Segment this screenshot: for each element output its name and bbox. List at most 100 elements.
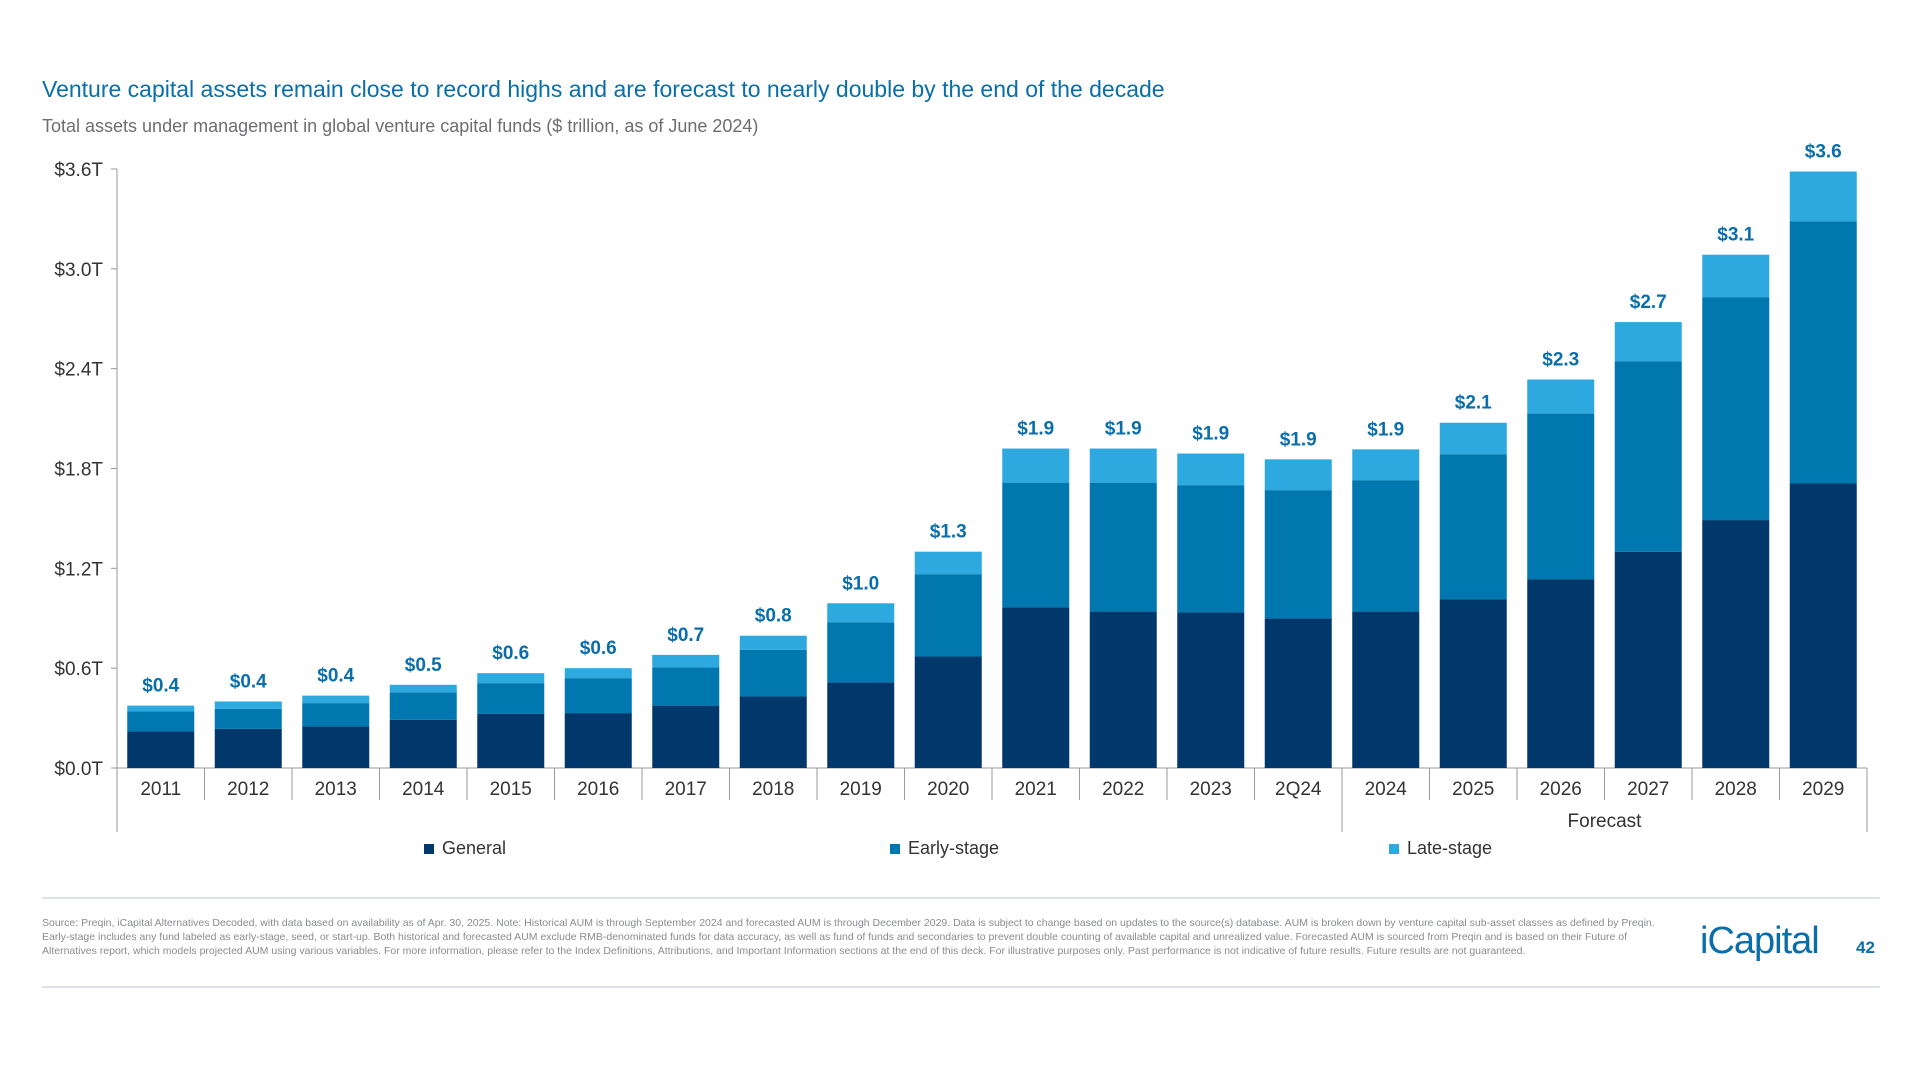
bar-segment-general-2025 [1439,599,1507,768]
bar-segment-general-2029 [1789,483,1857,768]
bar-segment-late-stage-2018 [739,635,807,650]
y-tick-label: $2.4T [54,360,103,381]
bar-segment-early-stage-2020 [914,574,982,657]
data-label-2025: $2.1 [1455,393,1492,414]
bar-segment-early-stage-2023 [1177,485,1245,613]
data-label-2027: $2.7 [1630,292,1667,313]
x-tick-label-2Q24: 2Q24 [1275,779,1322,800]
legend-item-late-stage: Late-stage [1389,838,1492,859]
x-tick-label-2018: 2018 [752,779,794,800]
bar-segment-general-2015 [477,713,545,768]
bar-segment-early-stage-2017 [652,667,720,706]
bar-segment-general-2012 [214,728,282,768]
bar-segment-general-2027 [1614,551,1682,768]
bar-segment-late-stage-2Q24 [1264,459,1332,491]
bar-segment-late-stage-2013 [302,695,370,704]
x-tick-label-2014: 2014 [402,779,445,800]
data-label-2026: $2.3 [1542,349,1579,370]
bar-segment-late-stage-2025 [1439,422,1507,455]
icapital-logo: iCapital [1700,920,1820,962]
bar-segment-late-stage-2026 [1527,379,1595,414]
x-tick-label-2015: 2015 [490,779,532,800]
bar-segment-late-stage-2028 [1702,254,1770,298]
bar-segment-late-stage-2015 [477,673,545,684]
bar-segment-early-stage-2026 [1527,413,1595,580]
bar-segment-early-stage-2011 [127,711,195,732]
bar-segment-early-stage-2024 [1352,480,1420,612]
footer-divider-bottom [42,986,1880,988]
bar-segment-late-stage-2016 [564,668,632,679]
legend-swatch-early-stage [890,843,900,854]
bar-segment-general-2028 [1702,520,1770,768]
bar-segment-general-2016 [564,713,632,768]
y-tick-label: $0.6T [54,659,103,680]
footer-divider-top [42,897,1880,899]
bar-segment-general-2023 [1177,612,1245,768]
bar-segment-early-stage-2Q24 [1264,490,1332,619]
bar-segment-late-stage-2012 [214,701,282,709]
bar-segment-early-stage-2016 [564,678,632,714]
bar-segment-general-2022 [1089,611,1157,768]
data-label-2015: $0.6 [492,643,529,664]
bar-segment-general-2019 [827,682,895,768]
data-label-2016: $0.6 [580,638,617,659]
x-tick-label-2013: 2013 [315,779,357,800]
stacked-bar-chart: $0.0T $0.6T $1.2T $1.8T $2.4T $3.0T $3.6T Forec… [54,141,1868,832]
x-tick-label-2012: 2012 [227,779,269,800]
bar-segment-late-stage-2020 [914,551,982,575]
bar-segment-late-stage-2019 [827,603,895,623]
bar-segment-general-2017 [652,705,720,768]
x-tick-label-2022: 2022 [1102,779,1144,800]
bar-segment-early-stage-2028 [1702,297,1770,521]
bar-segment-late-stage-2017 [652,654,720,668]
bar-segment-early-stage-2021 [1002,482,1070,608]
data-label-2017: $0.7 [667,625,704,646]
data-label-2024: $1.9 [1367,419,1404,440]
chart-subtitle: Total assets under management in global … [42,116,759,136]
x-tick-label-2029: 2029 [1802,779,1844,800]
bar-segment-late-stage-2024 [1352,449,1420,481]
x-tick-label-2024: 2024 [1365,779,1408,800]
y-tick-label: $3.6T [54,160,103,181]
x-tick-label-2028: 2028 [1715,779,1757,800]
legend-item-early-stage: Early-stage [890,838,999,859]
bar-segment-early-stage-2018 [739,649,807,697]
data-label-2014: $0.5 [405,655,442,676]
bar-segment-early-stage-2015 [477,683,545,714]
bar-segment-late-stage-2021 [1002,448,1070,483]
data-label-2019: $1.0 [842,573,879,594]
bar-segment-early-stage-2022 [1089,482,1157,612]
legend-swatch-general [424,843,434,854]
bar-segment-late-stage-2023 [1177,453,1245,486]
y-tick-label: $3.0T [54,260,103,281]
legend-label-early-stage: Early-stage [908,838,1000,858]
bar-segment-early-stage-2019 [827,622,895,683]
data-label-2023: $1.9 [1192,424,1229,445]
bar-segment-general-2020 [914,656,982,768]
x-tick-label-2025: 2025 [1452,779,1494,800]
bar-segment-general-2Q24 [1264,618,1332,768]
bar-segment-general-2014 [389,719,457,768]
bar-segment-early-stage-2027 [1614,361,1682,552]
x-tick-label-2011: 2011 [140,779,181,800]
data-label-2028: $3.1 [1717,225,1754,246]
bar-segment-general-2024 [1352,611,1420,768]
bar-segment-early-stage-2013 [302,703,370,727]
data-label-2021: $1.9 [1017,419,1054,440]
bar-segment-early-stage-2025 [1439,454,1507,600]
forecast-group-label: Forecast [1568,811,1643,832]
page-number: 42 [1856,938,1875,957]
bar-segment-general-2011 [127,731,195,768]
bar-segment-general-2026 [1527,579,1595,768]
bar-segment-early-stage-2029 [1789,221,1857,484]
bar-segment-early-stage-2012 [214,708,282,729]
data-label-2011: $0.4 [142,676,179,697]
data-label-2022: $1.9 [1105,419,1142,440]
y-tick-label: $0.0T [54,759,103,780]
legend-label-late-stage: Late-stage [1407,838,1493,858]
x-tick-label-2020: 2020 [927,779,969,800]
x-tick-label-2026: 2026 [1540,779,1582,800]
chart-title: Venture capital assets remain close to r… [42,76,1165,102]
x-tick-label-2017: 2017 [665,779,707,800]
bar-segment-general-2021 [1002,607,1070,768]
